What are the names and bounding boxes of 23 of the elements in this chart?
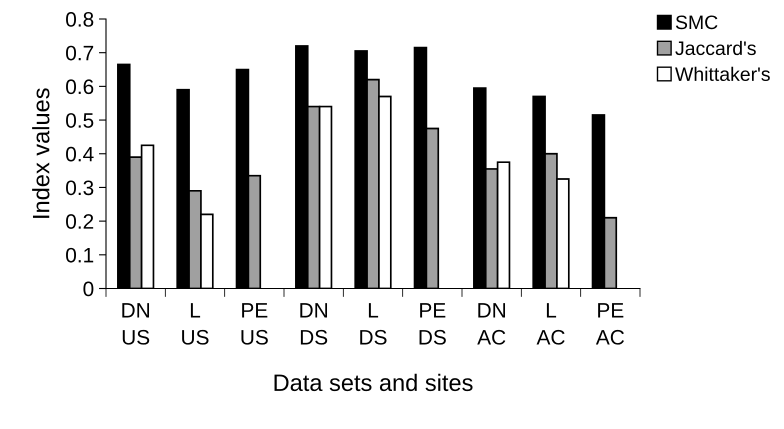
y-tick-label: 0: [83, 282, 94, 296]
y-tick-label: 0.1: [66, 248, 94, 263]
x-tick-label: L DS: [360, 303, 387, 345]
y-tick-label: 0.7: [66, 46, 94, 60]
legend-label: Jaccard's: [675, 40, 756, 56]
legend-label: Whittaker's: [675, 66, 770, 82]
x-axis-title: Data sets and sites: [274, 374, 473, 392]
y-tick-label: 0.6: [66, 79, 94, 94]
y-tick-label: 0.5: [66, 113, 94, 128]
y-tick-label: 0.4: [66, 146, 94, 162]
x-tick-label: L AC: [536, 303, 565, 345]
x-tick-label: PE AC: [596, 303, 624, 345]
x-tick-label: DN AC: [477, 303, 506, 345]
y-tick-label: 0.2: [66, 214, 94, 229]
x-tick-label: L US: [182, 303, 209, 345]
x-tick-label: DN DS: [300, 303, 328, 345]
x-tick-label: PE US: [241, 303, 268, 345]
y-axis-title: Index values: [32, 88, 50, 218]
y-tick-label: 0.8: [66, 12, 94, 27]
legend-label: SMC: [676, 15, 718, 30]
x-tick-label: PE DS: [420, 303, 446, 345]
y-tick-label: 0.3: [66, 180, 94, 196]
x-tick-label: DN US: [122, 303, 150, 345]
